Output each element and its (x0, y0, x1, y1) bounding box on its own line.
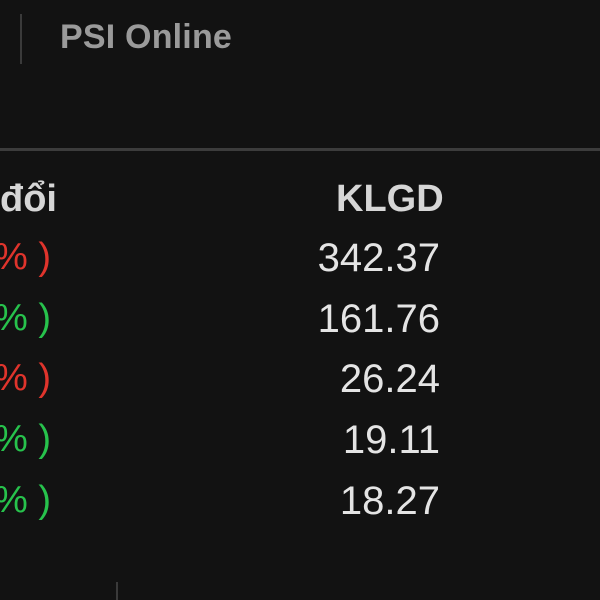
change-percent: % ) (0, 479, 51, 521)
volume-value: 342.37 (317, 236, 440, 280)
change-percent: % ) (0, 357, 51, 399)
change-percent: % ) (0, 297, 51, 339)
change-percent: % ) (0, 236, 51, 278)
column-header-volume[interactable]: KLGD (336, 178, 444, 220)
table-row[interactable]: % ) 161.76 (0, 297, 600, 357)
table-row[interactable]: % ) 342.37 (0, 236, 600, 296)
volume-value: 26.24 (339, 357, 440, 401)
app-header: PSI Online (0, 0, 600, 80)
column-header-change[interactable]: đổi (0, 178, 57, 220)
table-row[interactable]: % ) 26.24 (0, 357, 600, 417)
section-divider (0, 148, 600, 151)
bottom-divider (116, 582, 118, 600)
volume-value: 18.27 (339, 479, 440, 523)
table-row[interactable]: % ) 19.11 (0, 418, 600, 478)
page-title[interactable]: PSI Online (60, 18, 233, 56)
table-row[interactable]: % ) 18.27 (0, 479, 600, 539)
change-percent: % ) (0, 418, 51, 460)
volume-value: 161.76 (317, 297, 440, 341)
volume-value: 19.11 (342, 418, 440, 462)
header-divider (20, 14, 22, 64)
